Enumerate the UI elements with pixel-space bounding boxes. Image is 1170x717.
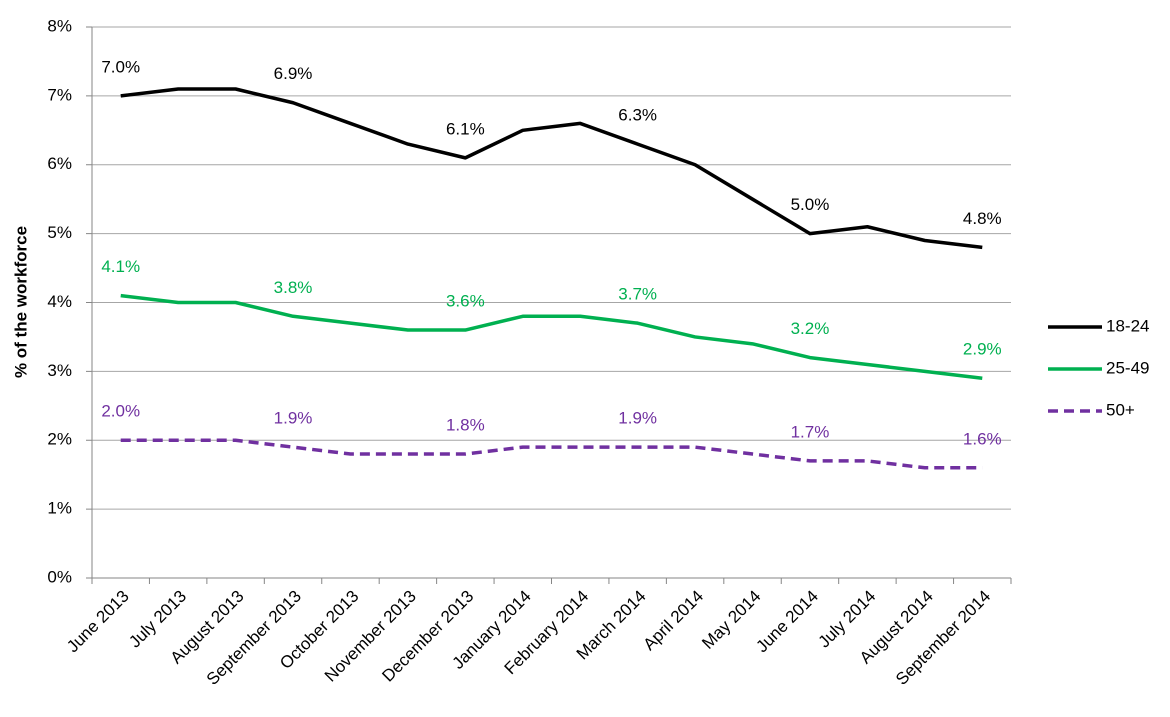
data-label: 2.9% [963,340,1002,359]
data-label: 2.0% [101,402,140,421]
data-label: 1.9% [274,409,313,428]
y-tick-label: 0% [47,567,72,586]
data-label: 3.8% [274,278,313,297]
x-tick-label: April 2014 [640,587,708,655]
data-label: 1.9% [618,409,657,428]
legend-label: 25-49 [1106,358,1149,377]
data-label: 7.0% [101,57,140,76]
data-label: 3.2% [791,319,830,338]
data-label: 1.6% [963,429,1002,448]
data-label: 5.0% [791,195,830,214]
data-label: 4.8% [963,209,1002,228]
y-tick-label: 8% [47,16,72,35]
y-tick-label: 7% [47,85,72,104]
x-tick-label: June 2013 [63,587,133,657]
data-label: 1.7% [791,422,830,441]
y-tick-label: 2% [47,430,72,449]
data-label: 6.3% [618,106,657,125]
legend-label: 18-24 [1106,316,1149,335]
y-tick-label: 3% [47,361,72,380]
series-line [120,87,983,250]
y-tick-label: 4% [47,292,72,311]
data-label: 4.1% [101,257,140,276]
y-tick-label: 6% [47,154,72,173]
legend-label: 50+ [1106,400,1135,419]
y-tick-label: 1% [47,499,72,518]
data-label: 6.9% [274,64,313,83]
x-tick-label: June 2014 [752,587,822,657]
data-label: 3.7% [618,285,657,304]
data-label: 1.8% [446,416,485,435]
data-label: 6.1% [446,119,485,138]
data-label: 3.6% [446,292,485,311]
series-line [120,293,983,381]
y-tick-label: 5% [47,223,72,242]
series-line [120,438,983,470]
y-axis-title: % of the workforce [11,226,30,378]
